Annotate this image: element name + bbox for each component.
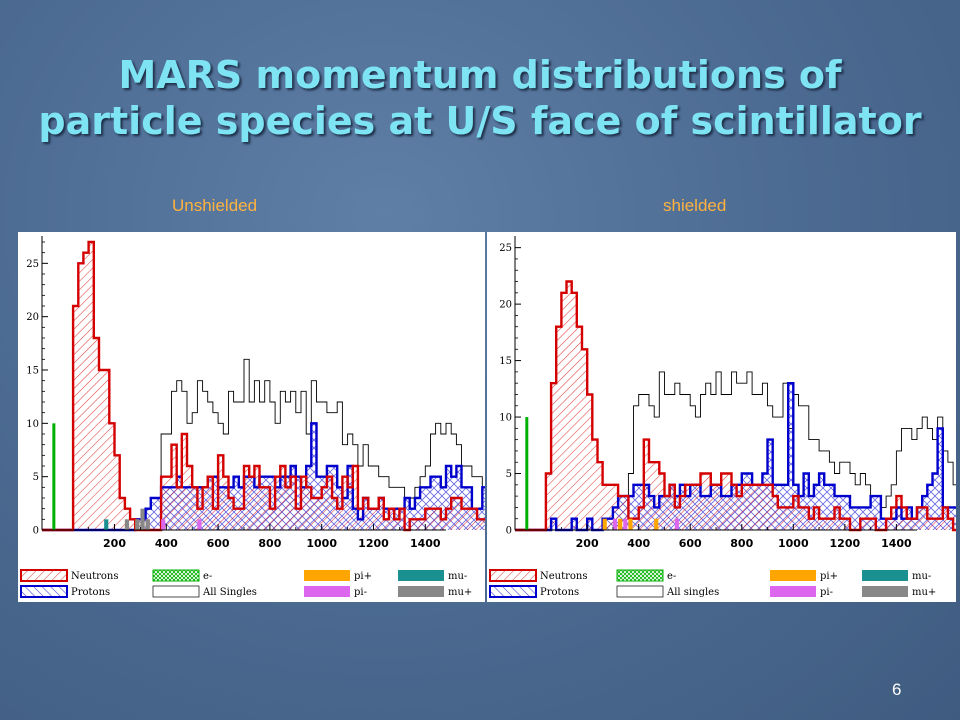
- legend-pi-minus: pi-: [770, 586, 833, 598]
- histogram-unshielded: 0 5 10 15 20 25 200 400 600 800 1000 1200 1400 Neutro…: [20, 236, 485, 598]
- pi-minus-bar: [161, 519, 166, 530]
- legend-mu-minus-label: mu-: [448, 571, 467, 582]
- y-tick-label: 15: [499, 356, 512, 367]
- x-tick-label: 1000: [778, 537, 809, 550]
- title-line-2: particle species at U/S face of scintill…: [38, 99, 922, 143]
- pi-minus-bar: [623, 518, 628, 530]
- pi-plus-bar: [628, 518, 633, 530]
- legend-mu-minus: mu-: [398, 570, 467, 582]
- y-tick-label: 0: [506, 526, 512, 537]
- legend-e-minus: e-: [152, 569, 212, 582]
- legend-mu-plus-label: mu+: [448, 587, 472, 598]
- mu-minus-bar: [104, 519, 109, 530]
- mu-plus-bar: [145, 519, 150, 530]
- y-tick-label: 20: [26, 312, 39, 323]
- pi-minus-bar: [612, 518, 618, 530]
- e-minus-bar: [52, 423, 56, 530]
- x-tick-label: 800: [258, 537, 281, 550]
- legend-mu-minus-label: mu-: [912, 571, 931, 582]
- x-tick-label: 800: [730, 537, 753, 550]
- legend-pi-minus: pi-: [304, 586, 367, 598]
- y-tick-label: 25: [26, 259, 39, 270]
- legend-mu-minus: mu-: [862, 570, 931, 582]
- neutrons-series: [515, 280, 956, 532]
- legend-neutrons: Neutrons: [489, 569, 588, 582]
- pi-plus-bar: [602, 518, 607, 530]
- x-tick-label: 200: [576, 537, 599, 550]
- legend-neutrons-label: Neutrons: [71, 571, 119, 582]
- mu-plus-bar: [124, 519, 130, 530]
- x-tick-label: 200: [103, 537, 126, 550]
- legend-mu-plus: mu+: [862, 586, 936, 598]
- y-tick-label: 10: [26, 419, 39, 430]
- legend-pi-plus-label: pi+: [820, 571, 838, 582]
- histogram-panel-shielded: 0 5 10 15 20 25 200 400 600 800 1000 1200 1400 Neutro…: [487, 232, 956, 602]
- legend-neutrons: Neutrons: [20, 569, 119, 582]
- legend-e-minus-label: e-: [203, 571, 212, 582]
- y-tick-label: 20: [499, 300, 512, 311]
- x-tick-label: 600: [207, 537, 230, 550]
- neutrons-fill: [515, 281, 956, 530]
- y-tick-label: 5: [506, 469, 512, 480]
- x-tick-label: 1200: [830, 537, 861, 550]
- pi-minus-bar: [197, 519, 202, 530]
- legend-all-singles: All Singles: [152, 585, 257, 598]
- legend-pi-minus-label: pi-: [820, 587, 833, 598]
- legend-e-minus-label: e-: [667, 571, 676, 582]
- legend-neutrons-label: Neutrons: [540, 571, 588, 582]
- y-tick-label: 15: [26, 366, 39, 377]
- legend-all-singles-label: All Singles: [202, 587, 257, 598]
- y-tick-label: 25: [499, 243, 512, 254]
- x-tick-label: 400: [155, 537, 178, 550]
- e-minus-bar: [525, 417, 529, 530]
- histogram-panel-unshielded: 0 5 10 15 20 25 200 400 600 800 1000 1200 1400 Neutro…: [18, 232, 485, 602]
- protons-fill: [42, 423, 485, 530]
- legend-mu-plus: mu+: [398, 586, 472, 598]
- pi-minus-bar: [674, 518, 679, 530]
- legend-all-singles-label: All singles: [666, 587, 719, 598]
- x-tick-label: 1400: [410, 537, 441, 550]
- legend-protons-label: Protons: [540, 587, 579, 598]
- y-tick-label: 5: [33, 472, 39, 483]
- neutrons-fill: [42, 242, 485, 530]
- x-tick-label: 600: [679, 537, 702, 550]
- pi-plus-bar: [654, 518, 659, 530]
- slide-title: MARS momentum distributions of particle …: [0, 52, 960, 144]
- x-tick-label: 1400: [881, 537, 912, 550]
- pi-plus-bar: [618, 518, 623, 530]
- panel-label-shielded: shielded: [663, 196, 727, 215]
- x-tick-label: 1000: [306, 537, 337, 550]
- page-number: 6: [892, 680, 902, 699]
- legend-e-minus: e-: [616, 569, 676, 582]
- legend-all-singles: All singles: [616, 585, 719, 598]
- y-tick-label: 0: [33, 526, 39, 537]
- y-tick-label: 10: [499, 413, 512, 424]
- legend-pi-minus-label: pi-: [354, 587, 367, 598]
- legend-pi-plus: pi+: [304, 570, 372, 582]
- title-line-1: MARS momentum distributions of: [118, 53, 842, 97]
- neutrons-series: [42, 240, 485, 532]
- x-tick-label: 400: [627, 537, 650, 550]
- legend-pi-plus: pi+: [770, 570, 838, 582]
- mu-plus-bar: [135, 519, 140, 530]
- legend-protons-label: Protons: [71, 587, 110, 598]
- legend-protons: Protons: [489, 585, 579, 598]
- panel-label-unshielded: Unshielded: [172, 196, 258, 215]
- legend-pi-plus-label: pi+: [354, 571, 372, 582]
- mu-plus-bar: [140, 508, 145, 530]
- legend-protons: Protons: [20, 585, 110, 598]
- x-tick-label: 1200: [358, 537, 389, 550]
- legend-mu-plus-label: mu+: [912, 587, 936, 598]
- histogram-shielded: 0 5 10 15 20 25 200 400 600 800 1000 1200 1400 Neutro…: [489, 236, 956, 598]
